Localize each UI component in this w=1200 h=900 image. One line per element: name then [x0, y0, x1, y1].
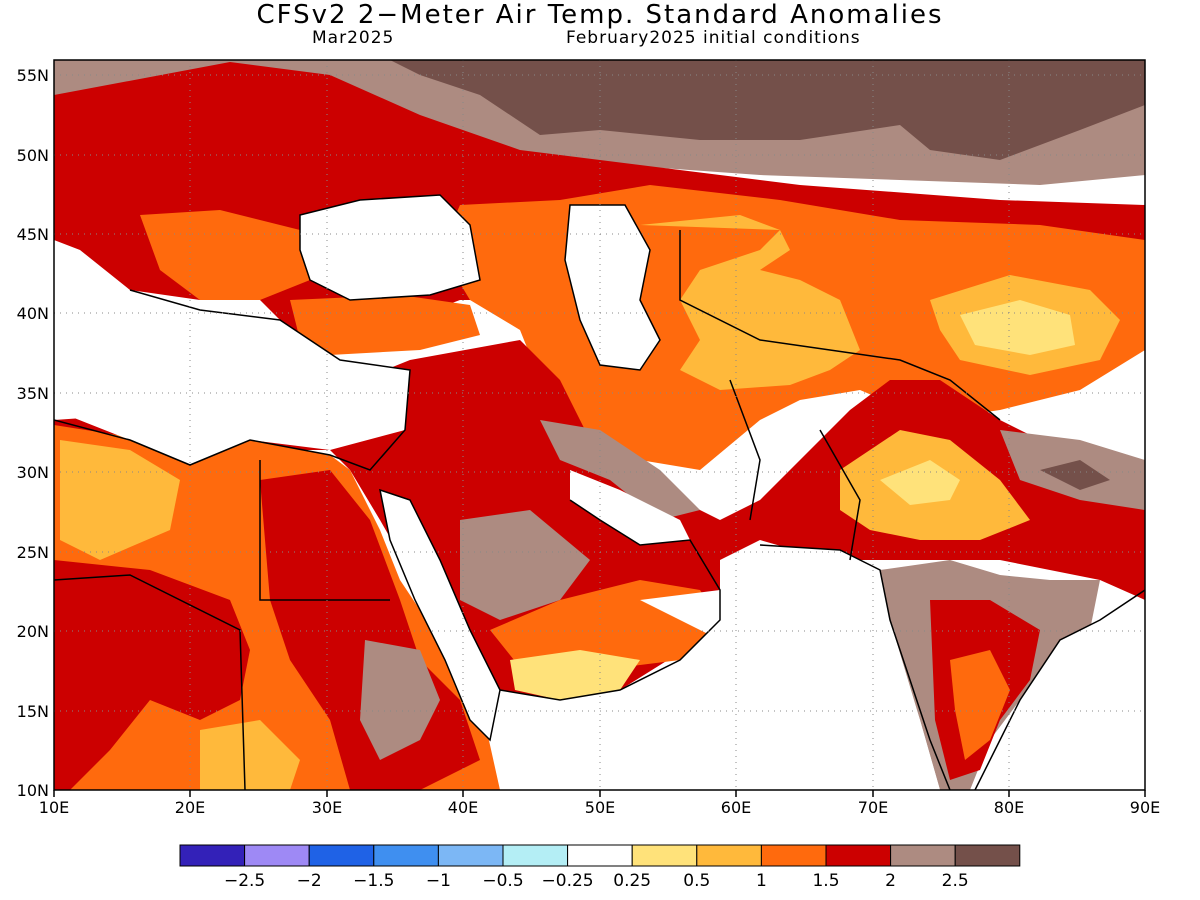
lon-label-50e: 50E — [585, 798, 615, 817]
region-arabia-brown — [460, 510, 590, 620]
colorbar-label: −0.5 — [482, 871, 523, 891]
coast-caspian — [564, 204, 661, 371]
region-arabian-sea — [500, 545, 940, 790]
coast-black-sea — [299, 194, 481, 301]
colorbar-swatch — [631, 844, 698, 867]
colorbar-label: 1.5 — [812, 871, 839, 891]
colorbar-swatch — [825, 844, 892, 867]
colorbar: −2.5 −2 −1.5 −1 −0.5 −0.25 0.25 0.5 1 1.5 2 2.5 — [179, 844, 1021, 891]
region-india-orange — [950, 650, 1010, 760]
region-pakistan-core — [880, 460, 960, 505]
init-conditions-label: February2025 initial conditions — [566, 28, 861, 48]
lat-label-50n: 50N — [17, 146, 49, 165]
region-sahel-yellow — [200, 720, 300, 790]
lat-label-40n: 40N — [17, 304, 49, 323]
coastlines — [54, 194, 1145, 790]
colorbar-swatch — [567, 844, 633, 867]
colorbar-swatch — [437, 844, 504, 867]
colorbar-label: 2.5 — [942, 871, 969, 891]
lon-label-70e: 70E — [858, 798, 888, 817]
coast-arabia — [499, 499, 721, 701]
lon-label-40e: 40E — [448, 798, 478, 817]
colorbar-swatch — [890, 844, 956, 867]
region-africa-brown — [360, 640, 440, 760]
region-black-sea — [300, 195, 480, 300]
colorbar-swatch — [179, 844, 246, 867]
coast-india — [759, 544, 1145, 790]
lon-label-10e: 10E — [39, 798, 69, 817]
region-bay-of-bengal — [1000, 600, 1145, 790]
lon-label-20e: 20E — [175, 798, 205, 817]
lat-label-30n: 30N — [17, 463, 49, 482]
colorbar-label: −0.25 — [542, 871, 594, 891]
lon-label-60e: 60E — [721, 798, 751, 817]
lat-label-35n: 35N — [17, 384, 49, 403]
region-libya-yellow — [60, 440, 180, 560]
colorbar-swatch — [308, 844, 375, 867]
region-africa-red-west — [54, 560, 250, 790]
region-persian-gulf — [570, 470, 690, 545]
lat-label-25n: 25N — [17, 543, 49, 562]
colorbar-swatch — [244, 844, 310, 867]
lat-label-45n: 45N — [17, 225, 49, 244]
region-balkans-orange — [140, 210, 310, 300]
map-title: CFSv2 2−Meter Air Temp. Standard Anomali… — [256, 0, 944, 30]
coast-mediterranean — [54, 289, 411, 471]
colorbar-swatch — [373, 844, 439, 867]
region-turkey-orange — [290, 295, 480, 355]
colorbar-swatch — [696, 844, 762, 867]
region-red-sea — [380, 490, 500, 740]
colorbar-label: −1.5 — [353, 871, 394, 891]
colorbar-swatch — [954, 844, 1021, 867]
lon-label-80e: 80E — [994, 798, 1024, 817]
colorbar-label: −2.5 — [224, 871, 265, 891]
colorbar-label: −2 — [297, 871, 322, 891]
region-himalaya-dark — [1040, 460, 1110, 490]
lon-label-30e: 30E — [312, 798, 342, 817]
region-tibet-core — [960, 300, 1075, 355]
lat-label-20n: 20N — [17, 622, 49, 641]
axis-ticks — [53, 790, 1146, 797]
colorbar-swatch — [760, 844, 827, 867]
region-north-dark — [390, 60, 1145, 160]
border-asia-1 — [679, 230, 1001, 421]
anomaly-field — [54, 60, 1145, 790]
lat-label-15n: 15N — [17, 702, 49, 721]
coast-red-sea — [379, 488, 501, 742]
colorbar-label: 2 — [885, 871, 896, 891]
colorbar-label: 0.5 — [683, 871, 710, 891]
region-yemen-yellow — [510, 650, 640, 700]
region-mediterranean — [54, 290, 410, 465]
border-asia-2 — [729, 379, 861, 561]
lat-label-55n: 55N — [17, 66, 49, 85]
lat-label-10n: 10N — [17, 781, 49, 800]
colorbar-label: 0.25 — [613, 871, 651, 891]
colorbar-label: −1 — [426, 871, 451, 891]
region-caspian — [565, 205, 660, 370]
lon-label-90e: 90E — [1130, 798, 1160, 817]
region-iraq-brown — [540, 420, 700, 520]
colorbar-swatch — [502, 844, 569, 867]
valid-month-label: Mar2025 — [312, 28, 395, 48]
border-africa-1 — [54, 460, 390, 790]
colorbar-label: 1 — [756, 871, 767, 891]
